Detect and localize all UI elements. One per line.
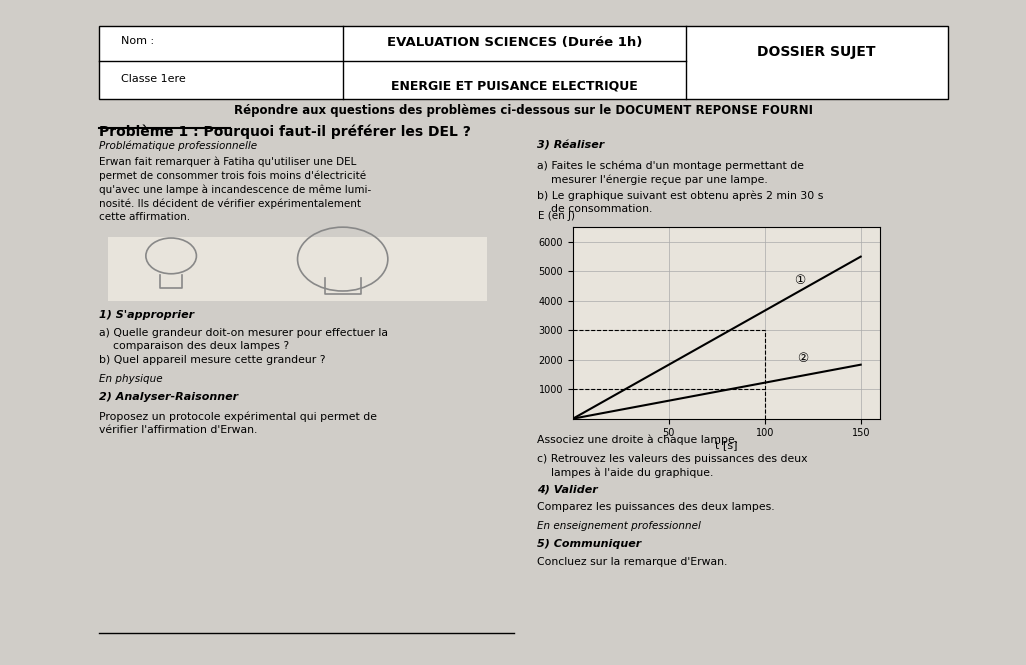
Text: 1) S'approprier: 1) S'approprier bbox=[98, 310, 194, 320]
Text: Associez une droite à chaque lampe.: Associez une droite à chaque lampe. bbox=[537, 435, 738, 445]
Text: Répondre aux questions des problèmes ci-dessous sur le DOCUMENT REPONSE FOURNI: Répondre aux questions des problèmes ci-… bbox=[234, 104, 813, 117]
Text: Problème 1 : Pourquoi faut-il préférer les DEL ?: Problème 1 : Pourquoi faut-il préférer l… bbox=[98, 124, 471, 139]
Text: 2) Analyser-Raisonner: 2) Analyser-Raisonner bbox=[98, 392, 238, 402]
Text: Concluez sur la remarque d'Erwan.: Concluez sur la remarque d'Erwan. bbox=[537, 557, 727, 567]
Text: En physique: En physique bbox=[98, 374, 162, 384]
Text: 3) Réaliser: 3) Réaliser bbox=[537, 141, 604, 151]
FancyBboxPatch shape bbox=[98, 26, 948, 100]
Text: ①: ① bbox=[794, 274, 805, 287]
Text: Comparez les puissances des deux lampes.: Comparez les puissances des deux lampes. bbox=[537, 502, 775, 512]
Text: Classe 1ere: Classe 1ere bbox=[121, 74, 187, 84]
Text: En enseignement professionnel: En enseignement professionnel bbox=[537, 521, 701, 531]
Text: Proposez un protocole expérimental qui permet de
vérifier l'affirmation d'Erwan.: Proposez un protocole expérimental qui p… bbox=[98, 411, 377, 435]
Text: EVALUATION SCIENCES (Durée 1h): EVALUATION SCIENCES (Durée 1h) bbox=[387, 36, 642, 49]
Text: Nom :: Nom : bbox=[121, 36, 155, 46]
X-axis label: t [s]: t [s] bbox=[715, 440, 738, 450]
Text: ②: ② bbox=[797, 352, 808, 365]
Text: c) Retrouvez les valeurs des puissances des deux
    lampes à l'aide du graphiqu: c) Retrouvez les valeurs des puissances … bbox=[537, 454, 807, 477]
Text: b) Le graphique suivant est obtenu après 2 min 30 s
    de consommation.: b) Le graphique suivant est obtenu après… bbox=[537, 191, 823, 215]
Text: 4) Valider: 4) Valider bbox=[537, 484, 597, 495]
Text: ENERGIE ET PUISANCE ELECTRIQUE: ENERGIE ET PUISANCE ELECTRIQUE bbox=[391, 79, 637, 92]
Text: a) Quelle grandeur doit-on mesurer pour effectuer la
    comparaison des deux la: a) Quelle grandeur doit-on mesurer pour … bbox=[98, 328, 388, 351]
Text: 5) Communiquer: 5) Communiquer bbox=[537, 539, 641, 549]
Text: Problématique professionnelle: Problématique professionnelle bbox=[98, 141, 258, 152]
Text: a) Faites le schéma d'un montage permettant de
    mesurer l'énergie reçue par u: a) Faites le schéma d'un montage permett… bbox=[537, 160, 803, 184]
Text: b) Quel appareil mesure cette grandeur ?: b) Quel appareil mesure cette grandeur ? bbox=[98, 355, 325, 365]
FancyBboxPatch shape bbox=[108, 237, 487, 301]
Text: E (en J): E (en J) bbox=[539, 211, 576, 221]
Text: Erwan fait remarquer à Fatiha qu'utiliser une DEL
permet de consommer trois fois: Erwan fait remarquer à Fatiha qu'utilise… bbox=[98, 157, 371, 222]
Text: DOSSIER SUJET: DOSSIER SUJET bbox=[757, 45, 876, 59]
